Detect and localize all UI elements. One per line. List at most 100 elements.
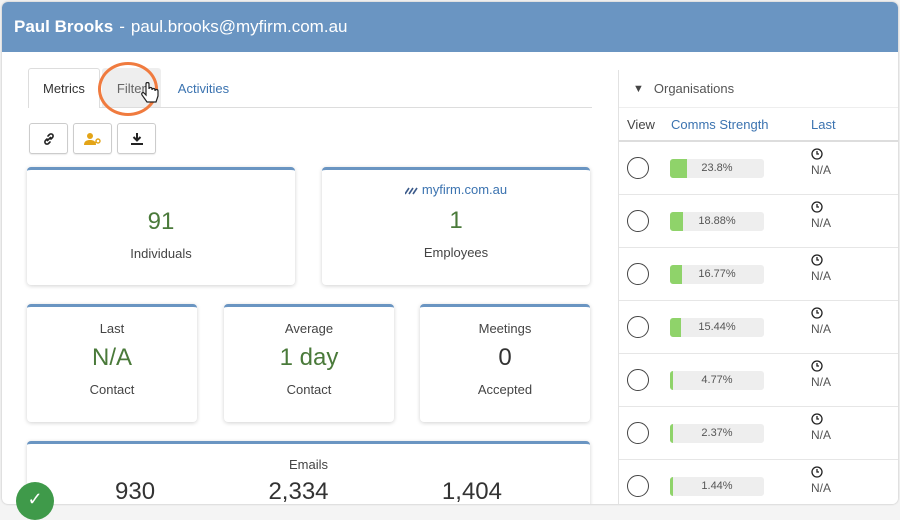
user-email: paul.brooks@myfirm.com.au	[130, 17, 348, 36]
average-contact-card: Average 1 day Contact	[224, 304, 394, 422]
comms-strength-value: 23.8%	[701, 162, 733, 174]
employees-domain-text: myfirm.com.au	[421, 182, 508, 197]
last-contact-value: N/A	[91, 344, 132, 371]
org-row: 18.88% N/A	[619, 195, 898, 248]
last-cell: N/A	[811, 360, 831, 389]
emails-top: Emails	[288, 457, 328, 472]
comms-strength-fill	[670, 318, 681, 337]
last-cell: N/A	[811, 466, 831, 495]
download-button[interactable]	[117, 123, 156, 154]
org-row: 23.8% N/A	[619, 142, 898, 195]
tab-bar: Metrics Filter Activities	[28, 62, 592, 116]
clock-icon	[811, 148, 823, 160]
organisations-header[interactable]: ▼ Organisations	[619, 70, 898, 108]
organisations-columns: View Comms Strength Last	[619, 108, 898, 142]
org-row: 15.44% N/A	[619, 301, 898, 354]
header-separator: -	[119, 17, 125, 36]
view-radio[interactable]	[627, 263, 649, 285]
tab-activities[interactable]: Activities	[177, 80, 230, 96]
column-comms-strength[interactable]: Comms Strength	[671, 116, 769, 132]
comms-strength-bar: 4.77%	[670, 371, 764, 390]
last-contact-card: Last N/A Contact	[27, 304, 197, 422]
link-button[interactable]	[29, 123, 68, 154]
emails-values-row: 930 2,334 1,404	[27, 478, 590, 504]
organisations-list: 23.8% N/A 18.88% N/A 16.77% N/A 15.44% N/A 4.77%…	[619, 142, 898, 504]
comms-strength-value: 18.88%	[698, 215, 736, 227]
metrics-panel: Metrics Filter Activities	[28, 62, 592, 154]
view-radio[interactable]	[627, 316, 649, 338]
chevron-down-icon: ▼	[633, 82, 644, 95]
comms-strength-fill	[670, 265, 682, 284]
download-icon	[130, 132, 143, 145]
average-contact-value: 1 day	[279, 344, 339, 371]
last-value: N/A	[811, 216, 832, 230]
org-row: 2.37% N/A	[619, 407, 898, 460]
meetings-value: 0	[498, 344, 512, 371]
clock-icon	[811, 360, 823, 372]
check-button[interactable]: ✓	[16, 482, 54, 520]
user-name: Paul Brooks	[14, 17, 114, 36]
tab-metrics[interactable]: Metrics	[28, 68, 100, 108]
employees-card: myfirm.com.au 1 Employees	[322, 167, 590, 285]
user-key-button[interactable]	[73, 123, 112, 154]
last-cell: N/A	[811, 148, 831, 177]
user-key-icon	[83, 132, 101, 145]
employees-label: Employees	[423, 245, 489, 260]
average-contact-label: Contact	[286, 382, 332, 397]
comms-strength-bar: 15.44%	[670, 318, 764, 337]
last-value: N/A	[811, 428, 832, 442]
emails-value-3: 1,404	[441, 478, 502, 504]
comms-strength-fill	[670, 477, 673, 496]
comms-strength-fill	[670, 424, 673, 443]
comms-strength-bar: 18.88%	[670, 212, 764, 231]
column-view: View	[627, 116, 655, 132]
tab-filter-wrap: Filter	[97, 62, 163, 116]
last-cell: N/A	[811, 413, 831, 442]
page-header: Paul Brooks - paul.brooks@myfirm.com.au	[2, 2, 898, 52]
view-radio[interactable]	[627, 210, 649, 232]
comms-strength-value: 16.77%	[698, 268, 736, 280]
individuals-card: 91 Individuals	[27, 167, 295, 285]
last-contact-label: Contact	[89, 382, 135, 397]
organisations-title: Organisations	[653, 81, 735, 96]
view-radio[interactable]	[627, 369, 649, 391]
org-row: 16.77% N/A	[619, 248, 898, 301]
column-last[interactable]: Last	[811, 116, 836, 132]
view-radio[interactable]	[627, 475, 649, 497]
comms-strength-value: 2.37%	[701, 427, 733, 439]
clock-icon	[811, 307, 823, 319]
last-cell: N/A	[811, 254, 831, 283]
last-value: N/A	[811, 269, 832, 283]
comms-strength-value: 15.44%	[698, 321, 736, 333]
clock-icon	[811, 201, 823, 213]
comms-strength-bar: 1.44%	[670, 477, 764, 496]
emails-value-2: 2,334	[268, 478, 329, 504]
clock-icon	[811, 413, 823, 425]
clock-icon	[811, 254, 823, 266]
emails-value-1: 930	[115, 478, 156, 504]
comms-strength-fill	[670, 159, 687, 178]
toolbar	[29, 123, 592, 154]
emails-card: Emails 930 2,334 1,404	[27, 441, 590, 504]
check-icon: ✓	[27, 489, 43, 509]
organisations-panel: ▼ Organisations View Comms Strength Last…	[618, 70, 898, 504]
org-row: 4.77% N/A	[619, 354, 898, 407]
last-cell: N/A	[811, 201, 831, 230]
comms-strength-bar: 2.37%	[670, 424, 764, 443]
individuals-value: 91	[147, 208, 175, 235]
app-window: Paul Brooks - paul.brooks@myfirm.com.au …	[2, 2, 898, 504]
view-radio[interactable]	[627, 157, 649, 179]
org-row: 1.44% N/A	[619, 460, 898, 504]
last-value: N/A	[811, 322, 832, 336]
last-contact-top: Last	[99, 321, 125, 336]
view-radio[interactable]	[627, 422, 649, 444]
employees-value: 1	[449, 207, 463, 234]
average-contact-top: Average	[284, 321, 334, 336]
last-value: N/A	[811, 163, 832, 177]
comms-strength-bar: 16.77%	[670, 265, 764, 284]
meetings-label: Accepted	[477, 382, 533, 397]
company-logo-icon	[404, 187, 418, 195]
comms-strength-fill	[670, 212, 684, 231]
comms-strength-bar: 23.8%	[670, 159, 764, 178]
comms-strength-value: 4.77%	[701, 374, 733, 386]
